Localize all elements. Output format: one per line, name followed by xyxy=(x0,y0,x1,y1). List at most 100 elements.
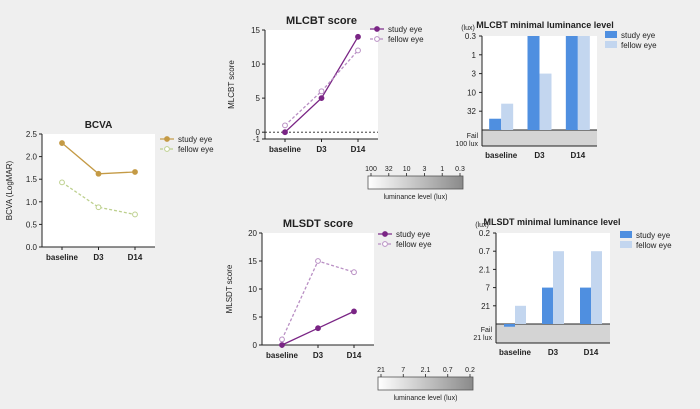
mlcbt_lum-bar-1 xyxy=(501,103,514,130)
bcva-point xyxy=(59,179,65,186)
scale_top-tick-label: 100 xyxy=(365,166,377,173)
mlcbt_score-point xyxy=(318,95,325,102)
mlcbt_score-point xyxy=(282,129,288,136)
mlcbt_lum-y-tick-label: 32 xyxy=(467,107,476,116)
mlcbt_lum-fail-band xyxy=(482,130,597,146)
scale_top-tick-label: 3 xyxy=(422,166,426,173)
mlcbt_lum-x-tick-label: D3 xyxy=(534,151,545,160)
mlsdt_score-point xyxy=(279,336,285,343)
bcva-y-tick-label: 0.0 xyxy=(26,243,38,252)
bcva-y-tick-label: 1.5 xyxy=(26,175,38,184)
mlcbt_lum-legend-swatch xyxy=(605,41,617,48)
mlsdt_score-y-tick-label: 15 xyxy=(248,257,257,266)
mlcbt_score-y-tick-label: 10 xyxy=(251,60,260,69)
mlcbt_score-x-tick-label: baseline xyxy=(269,145,302,154)
mlcbt_score-series-line-1 xyxy=(284,50,359,126)
mlsdt_lum-unit-label: (lux) xyxy=(475,222,489,229)
mlcbt_lum-legend-label: study eye xyxy=(621,31,656,40)
mlcbt_score-legend-label: study eye xyxy=(388,25,423,34)
mlcbt_score-y-tick-label: 5 xyxy=(256,94,261,103)
mlcbt_score-legend-marker xyxy=(374,26,380,32)
mlcbt_score-point xyxy=(355,47,361,54)
bcva-point xyxy=(95,204,102,211)
mlcbt_lum-bar-0 xyxy=(489,118,502,130)
mlcbt_score-y-tick-label: -1 xyxy=(253,135,261,144)
mlsdt_lum-fail-lux-label: 21 lux xyxy=(473,335,492,342)
bcva-point xyxy=(132,211,138,218)
mlsdt_lum-bar-1 xyxy=(591,251,602,324)
scale_bottom-tick-label: 21 xyxy=(377,367,385,374)
mlsdt_lum-title: MLSDT minimal luminance level xyxy=(483,217,620,227)
mlsdt_lum-fail-label: Fail xyxy=(481,327,493,334)
bcva-x-tick-label: baseline xyxy=(46,253,79,262)
mlsdt_score-legend-label: fellow eye xyxy=(396,240,432,249)
mlcbt_lum-bar-0 xyxy=(565,36,578,130)
scale_top-label: luminance level (lux) xyxy=(384,194,448,201)
mlsdt_lum-x-tick-label: D14 xyxy=(584,348,599,357)
mlsdt_score-title: MLSDT score xyxy=(283,218,353,230)
mlsdt_lum-bar-0 xyxy=(580,287,591,324)
mlcbt_score-group xyxy=(262,28,384,142)
mlcbt_score-point xyxy=(282,122,288,129)
mlsdt_score-point xyxy=(315,325,321,332)
mlcbt_lum-bar-1 xyxy=(577,36,590,130)
scale_bottom-tick-label: 0.2 xyxy=(465,367,475,374)
mlcbt_lum-y-tick-label: 10 xyxy=(467,88,476,97)
mlsdt_score-point xyxy=(279,342,285,348)
mlsdt_lum-x-tick-label: baseline xyxy=(499,348,532,357)
mlsdt_lum-y-tick-label: 0.7 xyxy=(479,247,491,256)
mlsdt_lum-legend-label: fellow eye xyxy=(636,241,672,250)
mlsdt_score-legend-label: study eye xyxy=(396,230,431,239)
mlcbt_lum-legend-swatch xyxy=(605,31,617,38)
mlsdt_score-group xyxy=(259,232,392,348)
mlcbt_score-legend-marker xyxy=(374,36,380,42)
mlsdt_lum-bar-1 xyxy=(553,251,564,324)
scale_bottom-tick-label: 0.7 xyxy=(443,367,453,374)
mlcbt_score-point xyxy=(318,88,325,95)
bcva-legend-label: study eye xyxy=(178,135,213,144)
bcva-y-tick-label: 2.0 xyxy=(26,153,38,162)
mlcbt_score-title: MLCBT score xyxy=(286,15,357,27)
mlsdt_score-legend-marker xyxy=(382,231,388,237)
mlcbt_lum-x-tick-label: D14 xyxy=(570,151,585,160)
mlcbt_lum-fail-label: Fail xyxy=(467,133,479,140)
scale_bottom-tick-label: 7 xyxy=(401,367,405,374)
scale_top-tick-label: 0.3 xyxy=(455,166,465,173)
mlcbt_lum-legend-label: fellow eye xyxy=(621,41,657,50)
mlsdt_lum-bar-1 xyxy=(515,305,526,324)
mlsdt_score-point xyxy=(315,258,321,264)
scale_bottom-bar xyxy=(377,376,474,391)
scale_bottom-label: luminance level (lux) xyxy=(394,395,458,402)
scale_top-tick-label: 1 xyxy=(440,166,444,173)
mlcbt_lum-bar-1 xyxy=(539,73,552,130)
bcva-y-label: BCVA (LogMAR) xyxy=(5,160,14,220)
mlcbt_lum-y-tick-label: 0.3 xyxy=(465,32,477,41)
mlsdt_score-y-tick-label: 20 xyxy=(248,229,257,238)
mlsdt_lum-y-tick-label: 2.1 xyxy=(479,265,491,274)
mlcbt_score-legend-label: fellow eye xyxy=(388,35,424,44)
bcva-group xyxy=(39,133,174,250)
mlsdt_score-y-label: MLSDT score xyxy=(225,264,234,313)
mlsdt_score-y-tick-label: 0 xyxy=(253,341,258,350)
mlcbt_score-y-tick-label: 0 xyxy=(256,128,261,137)
mlcbt_score-y-label: MLCBT score xyxy=(227,60,236,109)
mlsdt_lum-bar-0 xyxy=(504,324,515,327)
bcva-title: BCVA xyxy=(85,120,113,131)
mlcbt_score-x-tick-label: D3 xyxy=(316,145,327,154)
mlsdt_lum-bar-0 xyxy=(542,287,553,324)
mlsdt_lum-y-tick-label: 21 xyxy=(481,302,490,311)
mlsdt_lum-fail-band xyxy=(496,324,610,343)
mlcbt_score-y-tick-label: 15 xyxy=(251,26,260,35)
mlsdt_score-legend-marker xyxy=(382,241,388,247)
mlcbt_lum-x-tick-label: baseline xyxy=(485,151,518,160)
mlsdt_lum-y-tick-label: 0.2 xyxy=(479,229,491,238)
mlsdt_score-x-tick-label: D14 xyxy=(347,351,362,360)
mlsdt_lum-legend-label: study eye xyxy=(636,231,671,240)
bcva-y-tick-label: 1.0 xyxy=(26,198,38,207)
scale_top-bar xyxy=(367,175,464,190)
bcva-plot-area xyxy=(42,134,155,247)
scale_bottom-tick-label: 2.1 xyxy=(421,367,431,374)
mlsdt_lum-y-tick-label: 7 xyxy=(486,284,491,293)
mlsdt_score-y-tick-label: 5 xyxy=(253,313,258,322)
